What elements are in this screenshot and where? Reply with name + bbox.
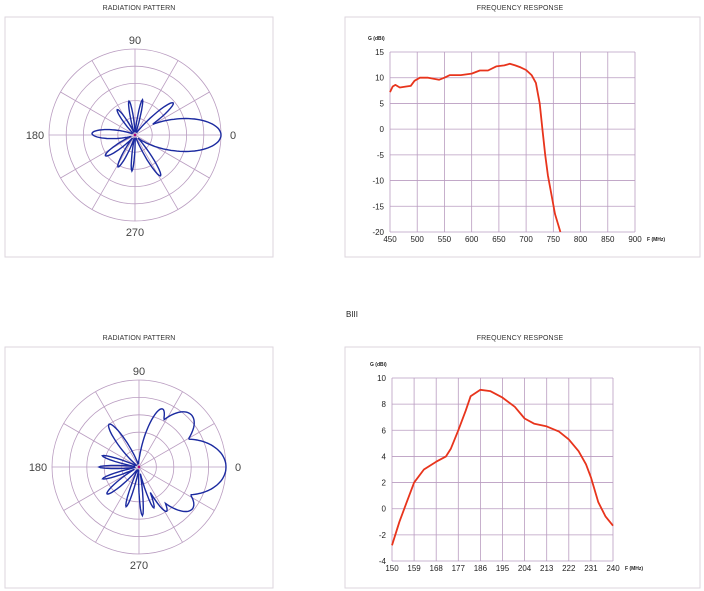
frequency-response-curve	[389, 62, 562, 233]
y-tick-label: -15	[372, 202, 384, 211]
x-tick-label: 450	[383, 235, 397, 244]
y-tick-label: 4	[382, 452, 387, 461]
y-tick-label: 0	[380, 125, 385, 134]
polar-center	[133, 133, 137, 137]
frequency-response-curve	[391, 388, 614, 546]
x-tick-label: 500	[411, 235, 425, 244]
y-tick-label: 10	[377, 374, 386, 383]
x-tick-label: 213	[540, 564, 554, 573]
angle-label-270: 270	[126, 227, 144, 239]
x-tick-label: 204	[518, 564, 532, 573]
section-label: BIII	[346, 310, 358, 319]
y-tick-label: 10	[375, 74, 384, 83]
x-tick-label: 700	[519, 235, 533, 244]
chart-frame	[344, 16, 701, 258]
chart-title: RADIATION PATTERN	[103, 335, 176, 342]
x-tick-label: 240	[606, 564, 620, 573]
angle-label-90: 90	[129, 35, 141, 47]
frequency-response-top: FREQUENCY RESPONSE 450 500 550 600 650 700 750…	[344, 5, 701, 258]
y-tick-label: 5	[380, 99, 385, 108]
x-axis-label: F (MHz)	[625, 566, 643, 572]
y-tick-label: 0	[382, 505, 387, 514]
x-tick-label: 222	[562, 564, 576, 573]
x-tick-label: 900	[628, 235, 642, 244]
x-tick-label: 159	[407, 564, 421, 573]
angle-label-270: 270	[130, 560, 148, 572]
y-tick-label: 15	[375, 48, 384, 57]
polar-center	[137, 465, 141, 469]
radiation-pattern-curve	[97, 408, 227, 518]
chart-title: RADIATION PATTERN	[103, 5, 176, 12]
x-tick-label: 550	[438, 235, 452, 244]
x-tick-label: 850	[601, 235, 615, 244]
frequency-response-bottom: FREQUENCY RESPONSE 150 159 168 177 186 195 204…	[344, 335, 701, 589]
chart-frame	[344, 346, 701, 589]
x-tick-label: 195	[496, 564, 510, 573]
angle-label-90: 90	[133, 366, 145, 378]
x-tick-label: 150	[385, 564, 399, 573]
y-axis-label: G (dBi)	[370, 362, 387, 368]
y-tick-label: 2	[382, 479, 387, 488]
x-axis-label: F (MHz)	[647, 237, 665, 243]
angle-label-0: 0	[230, 130, 236, 142]
y-tick-label: -4	[379, 557, 387, 566]
x-tick-label: 800	[574, 235, 588, 244]
x-tick-label: 186	[474, 564, 488, 573]
y-tick-label: 6	[382, 426, 387, 435]
x-tick-label: 231	[584, 564, 598, 573]
angle-label-180: 180	[26, 130, 44, 142]
y-tick-label: -10	[372, 177, 384, 186]
y-tick-label: -20	[372, 228, 384, 237]
x-tick-label: 168	[430, 564, 444, 573]
chart-title: FREQUENCY RESPONSE	[477, 335, 564, 342]
angle-label-0: 0	[235, 462, 241, 474]
y-tick-label: 8	[382, 400, 387, 409]
radiation-pattern-curve	[91, 98, 222, 177]
y-axis-label: G (dBi)	[368, 36, 385, 42]
x-tick-label: 177	[452, 564, 466, 573]
radiation-pattern-top: RADIATION PATTERN 0 90 180 270	[4, 5, 274, 258]
radiation-pattern-bottom: RADIATION PATTERN 0 90 180 270	[4, 335, 274, 589]
angle-label-180: 180	[29, 462, 47, 474]
x-tick-label: 750	[547, 235, 561, 244]
y-tick-label: -5	[377, 151, 385, 160]
x-tick-label: 650	[492, 235, 506, 244]
y-tick-label: -2	[379, 531, 387, 540]
chart-title: FREQUENCY RESPONSE	[477, 5, 564, 12]
x-tick-label: 600	[465, 235, 479, 244]
